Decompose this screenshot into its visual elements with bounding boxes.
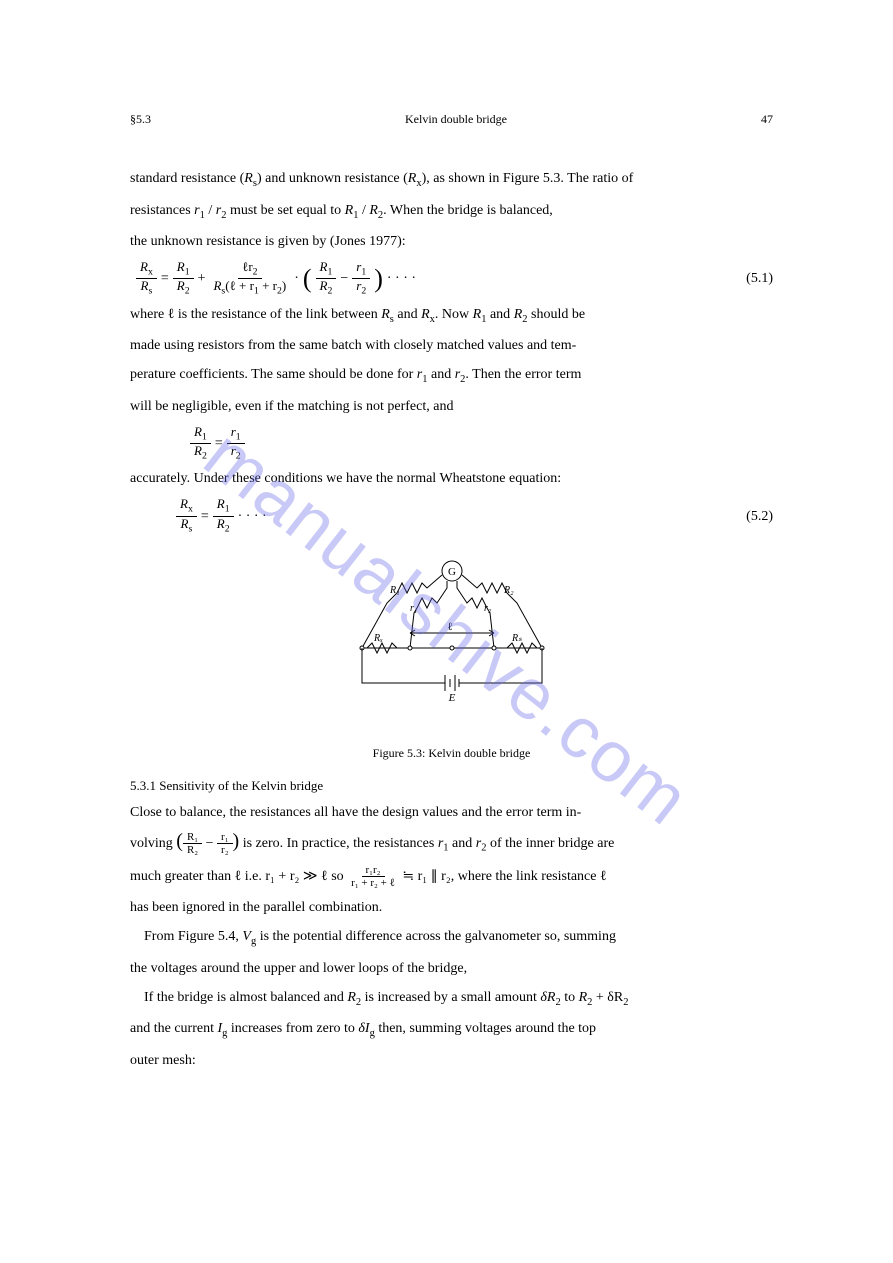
svg-text:G: G <box>448 566 456 578</box>
header-center: Kelvin double bridge <box>405 110 507 128</box>
eq-number-5-2: (5.2) <box>746 506 773 527</box>
equation-ratio: R1R2 = r1r2 <box>190 425 773 463</box>
para-1: standard resistance (Rs) and unknown res… <box>130 168 773 192</box>
svg-text:E: E <box>447 692 455 704</box>
eq-number-5-1: (5.1) <box>746 268 773 289</box>
para-17: outer mesh: <box>130 1050 773 1071</box>
figure-caption: Figure 5.3: Kelvin double bridge <box>130 744 773 762</box>
para-14: the voltages around the upper and lower … <box>130 958 773 979</box>
header-left: §5.3 <box>130 110 151 128</box>
equation-5-1: RxRs = R1R2 + ℓr2 Rs(ℓ + r1 + r2) · ( R1… <box>136 260 773 298</box>
para-6: perature coefficients. The same should b… <box>130 364 773 388</box>
para-8: accurately. Under these conditions we ha… <box>130 468 773 489</box>
para-16: and the current Ig increases from zero t… <box>130 1018 773 1042</box>
svg-text:Rₛ: Rₛ <box>511 633 522 644</box>
svg-text:r₂: r₂ <box>484 603 492 614</box>
para-2: resistances r1 / r2 must be set equal to… <box>130 200 773 224</box>
para-7: will be negligible, even if the matching… <box>130 396 773 417</box>
para-15: If the bridge is almost balanced and R2 … <box>130 987 773 1011</box>
para-12: has been ignored in the parallel combina… <box>130 897 773 918</box>
para-10: volving (R₁R₂ − r₁r₂) is zero. In practi… <box>130 831 773 856</box>
para-9: Close to balance, the resistances all ha… <box>130 802 773 823</box>
circuit-diagram: G R₁ R₂ r₁ r₂ Rₓ Rₛ <box>130 553 773 740</box>
para-4: where ℓ is the resistance of the link be… <box>130 304 773 328</box>
section-title: 5.3.1 Sensitivity of the Kelvin bridge <box>130 776 773 796</box>
kelvin-bridge-svg: G R₁ R₂ r₁ r₂ Rₓ Rₛ <box>332 553 572 733</box>
page-content: §5.3 Kelvin double bridge 47 standard re… <box>0 0 893 1071</box>
header-right: 47 <box>761 110 773 128</box>
para-5: made using resistors from the same batch… <box>130 335 773 356</box>
para-13: From Figure 5.4, Vg is the potential dif… <box>130 926 773 950</box>
svg-text:r₁: r₁ <box>410 603 417 614</box>
para-3: the unknown resistance is given by (Jone… <box>130 231 773 252</box>
svg-text:R₁: R₁ <box>389 585 400 596</box>
svg-text:Rₓ: Rₓ <box>373 633 383 644</box>
equation-5-2: RxRs = R1R2 · · · · (5.2) <box>136 497 773 535</box>
para-11: much greater than ℓ i.e. r₁ + r₂ ≫ ℓ so … <box>130 864 773 889</box>
svg-text:ℓ: ℓ <box>447 621 452 633</box>
svg-text:R₂: R₂ <box>503 585 514 596</box>
page-header: §5.3 Kelvin double bridge 47 <box>130 110 773 128</box>
